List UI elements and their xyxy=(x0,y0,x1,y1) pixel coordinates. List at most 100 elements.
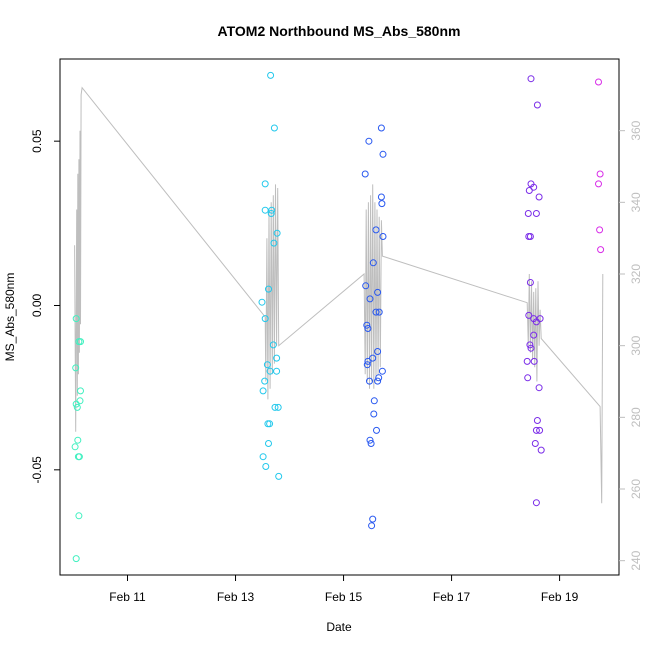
data-point xyxy=(378,367,386,375)
data-point xyxy=(533,417,541,424)
data-point xyxy=(72,555,80,563)
data-point xyxy=(524,210,532,217)
data-point xyxy=(270,239,278,247)
data-point xyxy=(364,357,372,365)
data-point xyxy=(265,440,272,447)
x-tick-label: Feb 15 xyxy=(325,590,363,604)
data-point xyxy=(596,226,604,234)
data-point xyxy=(372,308,380,316)
data-point xyxy=(379,150,387,158)
data-point xyxy=(362,282,370,290)
data-point xyxy=(258,298,266,306)
data-point xyxy=(526,341,534,349)
data-point xyxy=(532,210,540,217)
data-point xyxy=(370,410,378,418)
data-point xyxy=(379,233,387,240)
data-point xyxy=(375,308,383,316)
data-point xyxy=(72,315,80,323)
x-axis-label: Date xyxy=(326,620,352,634)
data-point xyxy=(77,387,84,395)
y-tick-label: 0.00 xyxy=(30,293,44,317)
data-point xyxy=(262,463,270,470)
data-point xyxy=(365,137,373,145)
data-point xyxy=(266,420,274,428)
data-point xyxy=(532,426,540,434)
y-tick-label: 0.05 xyxy=(30,129,44,153)
data-point xyxy=(73,403,81,411)
y2-tick-label: 280 xyxy=(629,407,643,427)
data-point xyxy=(75,512,83,520)
data-point xyxy=(369,515,377,523)
data-point xyxy=(523,357,531,365)
data-point xyxy=(366,377,373,385)
x-tick-label: Feb 19 xyxy=(541,590,579,604)
data-point xyxy=(273,229,281,237)
data-point xyxy=(537,446,545,454)
data-point xyxy=(536,426,544,434)
data-point xyxy=(265,285,272,293)
data-point xyxy=(268,206,276,214)
data-point xyxy=(75,453,83,461)
data-point xyxy=(363,321,371,329)
data-point xyxy=(536,315,544,323)
data-point xyxy=(367,440,375,447)
data-point xyxy=(269,341,277,349)
data-point xyxy=(524,374,532,382)
data-point xyxy=(526,279,534,286)
data-point xyxy=(595,78,602,86)
data-point xyxy=(597,246,605,254)
data-point xyxy=(377,124,385,132)
y2-tick-label: 360 xyxy=(629,120,643,140)
data-point xyxy=(369,259,377,267)
data-point xyxy=(74,436,82,444)
data-point xyxy=(378,200,386,208)
y-axis: -0.05 0.00 0.05 xyxy=(30,129,60,484)
data-point xyxy=(72,364,80,372)
y2-tick-label: 300 xyxy=(629,335,643,355)
data-point xyxy=(76,397,84,405)
data-point xyxy=(532,499,540,507)
x-axis: Feb 11 Feb 13 Feb 15 Feb 17 Feb 19 xyxy=(109,575,579,604)
data-point xyxy=(535,384,543,392)
data-point xyxy=(267,71,275,79)
data-point xyxy=(363,361,371,369)
data-point xyxy=(372,226,380,234)
data-point xyxy=(275,472,283,480)
data-point xyxy=(273,367,281,375)
data-point xyxy=(261,315,269,323)
data-point xyxy=(259,387,267,395)
data-point xyxy=(369,354,377,362)
data-point xyxy=(530,357,538,365)
data-point xyxy=(373,426,380,434)
x-tick-label: Feb 13 xyxy=(217,590,255,604)
data-point xyxy=(71,443,79,451)
data-point xyxy=(527,344,535,352)
data-point xyxy=(370,397,378,405)
data-point xyxy=(270,124,278,132)
secondary-series xyxy=(74,86,604,504)
data-point xyxy=(374,348,382,355)
data-point xyxy=(259,453,267,461)
data-point xyxy=(261,180,269,188)
chart-title: ATOM2 Northbound MS_Abs_580nm xyxy=(218,23,461,39)
x-tick-label: Feb 11 xyxy=(109,590,146,604)
y2-tick-label: 320 xyxy=(629,264,643,284)
data-point xyxy=(526,233,534,240)
data-point xyxy=(535,193,543,201)
data-point xyxy=(77,338,84,346)
data-point xyxy=(533,101,541,109)
data-point xyxy=(375,374,383,382)
data-point xyxy=(271,403,279,411)
x-tick-label: Feb 17 xyxy=(433,590,471,604)
data-point xyxy=(364,325,372,332)
data-point xyxy=(530,183,538,191)
data-point xyxy=(273,354,281,362)
data-point xyxy=(596,170,604,178)
data-point xyxy=(267,210,275,217)
y-axis-label: MS_Abs_580nm xyxy=(3,273,17,362)
data-points xyxy=(71,71,605,563)
data-point xyxy=(261,377,269,385)
data-point xyxy=(531,440,539,447)
data-point xyxy=(366,295,374,303)
data-point xyxy=(595,180,602,188)
